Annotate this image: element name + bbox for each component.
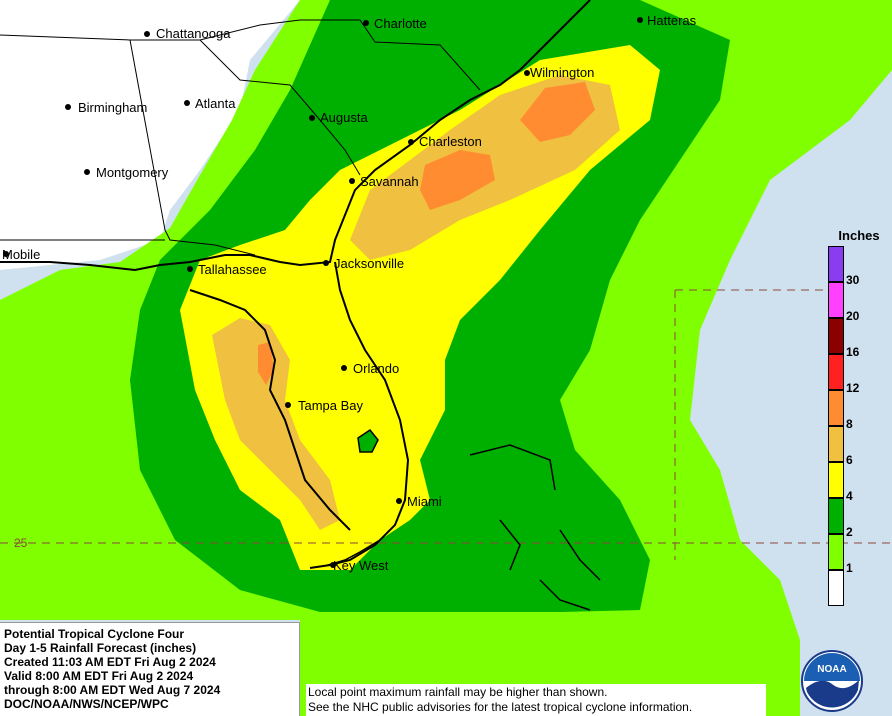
city-label-tampa-bay: Tampa Bay (298, 398, 364, 413)
city-markers (3, 17, 643, 568)
city-dot-charleston (408, 139, 414, 145)
city-label-birmingham: Birmingham (78, 100, 147, 115)
lake-okeechobee (357, 428, 379, 453)
city-label-key-west: Key West (333, 558, 389, 573)
city-label-savannah: Savannah (360, 174, 419, 189)
legend-swatch-zero (828, 570, 844, 606)
city-dot-orlando (341, 365, 347, 371)
legend-swatch-8 (828, 390, 844, 426)
valid-start: Valid 8:00 AM EDT Fri Aug 2 2024 (4, 669, 194, 683)
legend-swatch-12 (828, 354, 844, 390)
city-dot-charlotte (363, 20, 369, 26)
rain-area-8in-sc (420, 150, 495, 210)
city-dot-tampa-bay (285, 402, 291, 408)
city-label-jacksonville: Jacksonville (334, 256, 404, 271)
city-label-wilmington: Wilmington (530, 65, 594, 80)
rain-area-6in-gulf (212, 318, 340, 530)
legend-label-6: 6 (846, 453, 853, 467)
city-label-hatteras: Hatteras (647, 13, 697, 28)
legend-swatch-2 (828, 498, 844, 534)
legend-label-1: 1 (846, 561, 853, 575)
city-dot-hatteras (637, 17, 643, 23)
created-time: Created 11:03 AM EDT Fri Aug 2 2024 (4, 655, 216, 669)
disclaimer-line-1: Local point maximum rainfall may be high… (308, 685, 608, 699)
legend-label-2: 2 (846, 525, 853, 539)
forecast-info-box: Potential Tropical Cyclone Four Day 1-5 … (0, 622, 300, 716)
disclaimer-box: Local point maximum rainfall may be high… (306, 684, 766, 716)
city-dot-augusta (309, 115, 315, 121)
city-label-charlotte: Charlotte (374, 16, 427, 31)
legend-swatch-20 (828, 282, 844, 318)
legend-swatch-1 (828, 534, 844, 570)
storm-name: Potential Tropical Cyclone Four (4, 627, 185, 641)
city-label-charleston: Charleston (419, 134, 482, 149)
florida-east-coast (309, 261, 410, 569)
legend-title: Inches (838, 228, 880, 243)
rain-area-8in-fl (258, 342, 274, 385)
bahamas-outline (469, 444, 601, 611)
legend-swatch-4 (828, 462, 844, 498)
coastline (0, 0, 591, 272)
legend-label-8: 8 (846, 417, 853, 431)
city-label-atlanta: Atlanta (195, 96, 236, 111)
source-agency: DOC/NOAA/NWS/NCEP/WPC (4, 697, 169, 711)
legend-swatch-30 (828, 246, 844, 282)
valid-end: through 8:00 AM EDT Wed Aug 7 2024 (4, 683, 221, 697)
rain-area-8in-nc (520, 82, 595, 142)
city-label-orlando: Orlando (353, 361, 399, 376)
city-label-chattanooga: Chattanooga (156, 26, 231, 41)
disclaimer-line-2: See the NHC public advisories for the la… (308, 700, 693, 714)
city-dot-chattanooga (144, 31, 150, 37)
city-dot-miami (396, 498, 402, 504)
legend-label-30: 30 (846, 273, 860, 287)
city-dot-savannah (349, 178, 355, 184)
city-dot-atlanta (184, 100, 190, 106)
legend-label-12: 12 (846, 381, 860, 395)
city-dot-montgomery (84, 169, 90, 175)
noaa-logo: NOAA (801, 650, 863, 712)
rainfall-legend: Inches 30 20 16 12 8 6 4 2 1 (826, 228, 892, 612)
city-label-miami: Miami (407, 494, 442, 509)
latitude-label: 25 (14, 536, 28, 550)
city-dot-wilmington (524, 70, 530, 76)
legend-swatch-16 (828, 318, 844, 354)
florida-keys (324, 524, 396, 567)
land-outside-forecast (0, 0, 300, 270)
product-title: Day 1-5 Rainfall Forecast (inches) (4, 641, 197, 655)
city-label-tallahassee: Tallahassee (198, 262, 267, 277)
city-dot-birmingham (65, 104, 71, 110)
legend-label-16: 16 (846, 345, 860, 359)
city-label-augusta: Augusta (320, 110, 368, 125)
city-dot-mobile (3, 251, 9, 257)
city-dot-jacksonville (323, 260, 329, 266)
city-dot-key-west (330, 562, 336, 568)
noaa-logo-text: NOAA (817, 664, 846, 675)
florida-west-coast (189, 289, 351, 531)
city-label-montgomery: Montgomery (96, 165, 169, 180)
legend-label-4: 4 (846, 489, 853, 503)
city-dot-tallahassee (187, 266, 193, 272)
legend-label-20: 20 (846, 309, 860, 323)
city-label-mobile: Mobile (2, 247, 40, 262)
legend-swatch-6 (828, 426, 844, 462)
state-borders (0, 19, 481, 256)
